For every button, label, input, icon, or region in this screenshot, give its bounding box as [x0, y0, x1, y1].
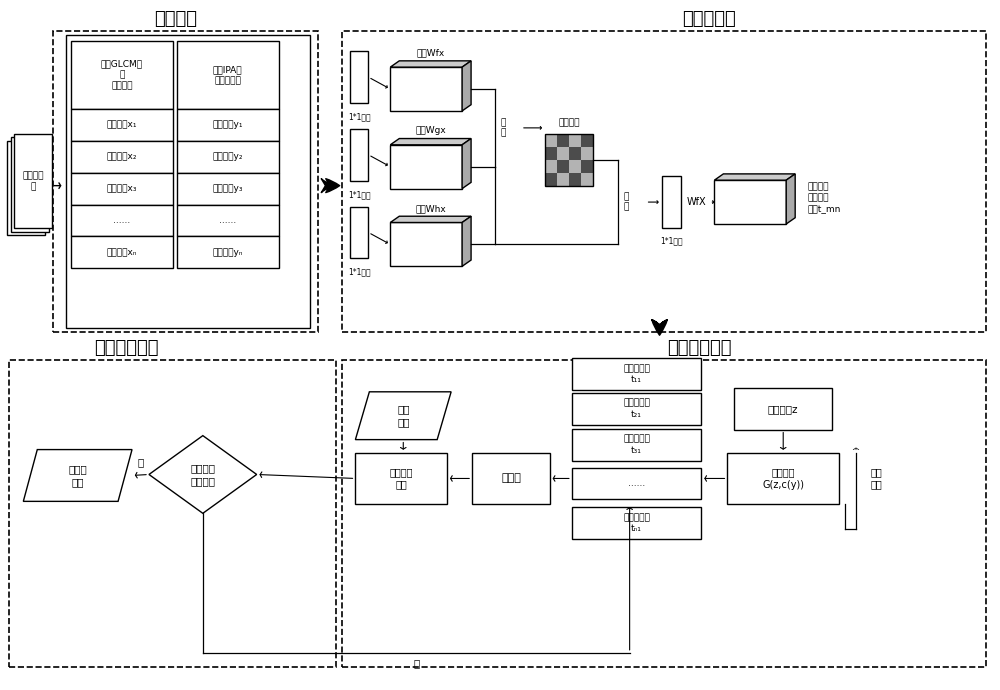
Text: 未知类特征
t₁₁: 未知类特征 t₁₁ — [623, 364, 650, 384]
Polygon shape — [786, 174, 795, 224]
Bar — [71, 109, 173, 141]
Bar — [572, 428, 701, 460]
Bar — [177, 237, 279, 268]
Bar — [572, 358, 701, 390]
Text: 未知类特征
tₙ₁: 未知类特征 tₙ₁ — [623, 513, 650, 533]
Text: 特征Wfx: 特征Wfx — [417, 49, 445, 58]
Bar — [71, 172, 173, 204]
Bar — [177, 172, 279, 204]
Text: 生成对抗网络: 生成对抗网络 — [667, 339, 732, 357]
Text: 实测
数据: 实测 数据 — [397, 404, 410, 427]
Bar — [14, 134, 52, 228]
Bar — [71, 204, 173, 237]
Text: 特征提取: 特征提取 — [154, 10, 197, 28]
Bar — [572, 507, 701, 539]
Bar — [71, 141, 173, 172]
Polygon shape — [390, 216, 471, 222]
Text: 未知类特征
t₃₁: 未知类特征 t₃₁ — [623, 435, 650, 455]
Bar — [472, 453, 550, 504]
Bar — [177, 109, 279, 141]
Text: 纹理特征x₂: 纹理特征x₂ — [107, 152, 137, 161]
Text: 未知类特征
t₂₁: 未知类特征 t₂₁ — [623, 399, 650, 419]
Text: 输出专
题图: 输出专 题图 — [68, 464, 87, 486]
Bar — [350, 206, 368, 258]
Bar — [11, 137, 49, 232]
Text: 分类结果输出: 分类结果输出 — [94, 339, 158, 357]
Text: 转
置: 转 置 — [624, 193, 629, 212]
Text: 高光谱影
像: 高光谱影 像 — [23, 171, 44, 191]
Bar — [177, 41, 279, 109]
Polygon shape — [355, 392, 451, 440]
Text: 纹理特征xₙ: 纹理特征xₙ — [107, 248, 137, 257]
Text: 判断是否
符合条件: 判断是否 符合条件 — [190, 463, 215, 486]
Text: 特征Whx: 特征Whx — [415, 204, 446, 213]
Bar — [545, 134, 593, 186]
Bar — [66, 35, 310, 328]
Text: 运用GLCM分
类
纹理特征: 运用GLCM分 类 纹理特征 — [101, 59, 143, 90]
Text: 特征Wgx: 特征Wgx — [415, 126, 446, 135]
Bar — [734, 388, 832, 430]
Text: 判别器: 判别器 — [501, 473, 521, 484]
Text: ......: ...... — [219, 216, 236, 225]
Text: 光谱特征y₃: 光谱特征y₃ — [213, 184, 243, 193]
Polygon shape — [390, 61, 471, 67]
Text: 是: 是 — [137, 457, 144, 468]
Bar — [71, 41, 173, 109]
Bar — [350, 51, 368, 103]
Text: 1*1卷积: 1*1卷积 — [348, 190, 371, 199]
Text: 生成网络
G(z,c(y)): 生成网络 G(z,c(y)) — [762, 467, 804, 490]
Polygon shape — [390, 67, 462, 111]
Text: 1*1卷积: 1*1卷积 — [348, 112, 371, 121]
Bar — [662, 176, 681, 228]
Text: 运用IPA分
类光谱特征: 运用IPA分 类光谱特征 — [213, 65, 243, 85]
Text: 纹理特征x₃: 纹理特征x₃ — [107, 184, 137, 193]
Bar — [9, 360, 336, 667]
Bar — [177, 204, 279, 237]
Bar — [53, 31, 318, 332]
Text: 随机噪声z: 随机噪声z — [768, 404, 798, 414]
Bar — [177, 141, 279, 172]
Text: 注意力机制: 注意力机制 — [683, 10, 736, 28]
Bar — [342, 360, 986, 667]
Text: 带有注意
力的图像
特征t_mn: 带有注意 力的图像 特征t_mn — [807, 182, 841, 214]
Bar — [342, 31, 986, 332]
Bar — [355, 453, 447, 504]
Text: 注意力图: 注意力图 — [558, 119, 580, 128]
Polygon shape — [23, 450, 132, 502]
Polygon shape — [462, 61, 471, 111]
Polygon shape — [714, 180, 786, 224]
Text: WfX: WfX — [686, 197, 706, 207]
Text: 否: 否 — [413, 658, 419, 668]
Polygon shape — [462, 216, 471, 266]
Polygon shape — [714, 174, 795, 180]
Text: 光谱特征yₙ: 光谱特征yₙ — [213, 248, 243, 257]
Text: 转
置: 转 置 — [501, 118, 506, 137]
Text: ......: ...... — [113, 216, 131, 225]
Bar — [727, 453, 839, 504]
Polygon shape — [390, 139, 471, 145]
Bar — [7, 141, 45, 235]
Polygon shape — [390, 145, 462, 188]
Text: 纹理特征x₁: 纹理特征x₁ — [107, 120, 137, 130]
Bar — [572, 468, 701, 500]
Bar — [572, 393, 701, 424]
Polygon shape — [390, 222, 462, 266]
Polygon shape — [149, 435, 257, 513]
Text: 分类精度
评价: 分类精度 评价 — [390, 467, 413, 490]
Bar — [350, 129, 368, 181]
Text: 1*1卷积: 1*1卷积 — [348, 268, 371, 277]
Text: 光谱特征y₁: 光谱特征y₁ — [213, 120, 243, 130]
Text: ......: ...... — [628, 479, 645, 488]
Bar — [71, 237, 173, 268]
Text: 迭代
训练: 迭代 训练 — [870, 467, 882, 490]
Polygon shape — [462, 139, 471, 188]
Text: 光谱特征y₂: 光谱特征y₂ — [213, 152, 243, 161]
Text: 1*1卷积: 1*1卷积 — [660, 237, 683, 246]
